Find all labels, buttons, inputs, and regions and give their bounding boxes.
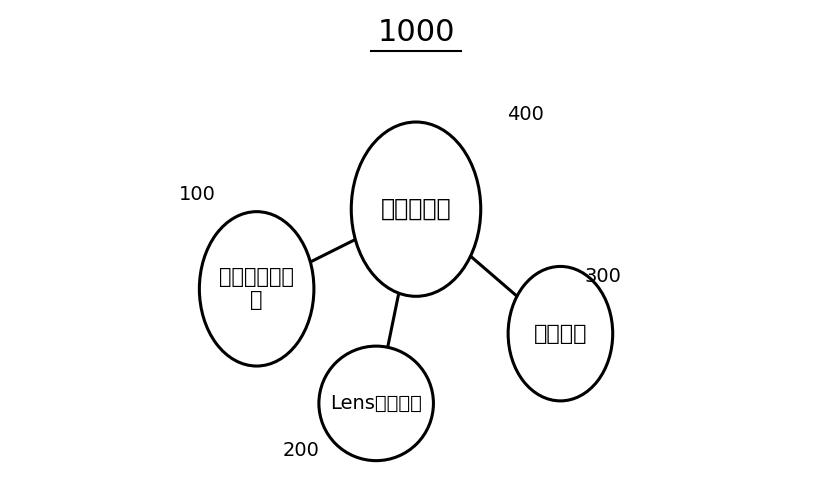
Ellipse shape xyxy=(319,346,433,461)
Text: Lens耦合设备: Lens耦合设备 xyxy=(330,394,422,413)
Ellipse shape xyxy=(200,212,314,366)
Ellipse shape xyxy=(508,266,612,401)
Text: 光模块检测设
备: 光模块检测设 备 xyxy=(219,267,295,310)
Ellipse shape xyxy=(351,122,481,296)
Text: 400: 400 xyxy=(508,105,544,124)
Text: 100: 100 xyxy=(178,185,215,204)
Text: 300: 300 xyxy=(584,267,622,286)
Text: 老化设备: 老化设备 xyxy=(533,324,587,344)
Text: 1000: 1000 xyxy=(377,18,455,47)
Text: 200: 200 xyxy=(283,441,319,460)
Text: 计算机设备: 计算机设备 xyxy=(381,197,451,221)
